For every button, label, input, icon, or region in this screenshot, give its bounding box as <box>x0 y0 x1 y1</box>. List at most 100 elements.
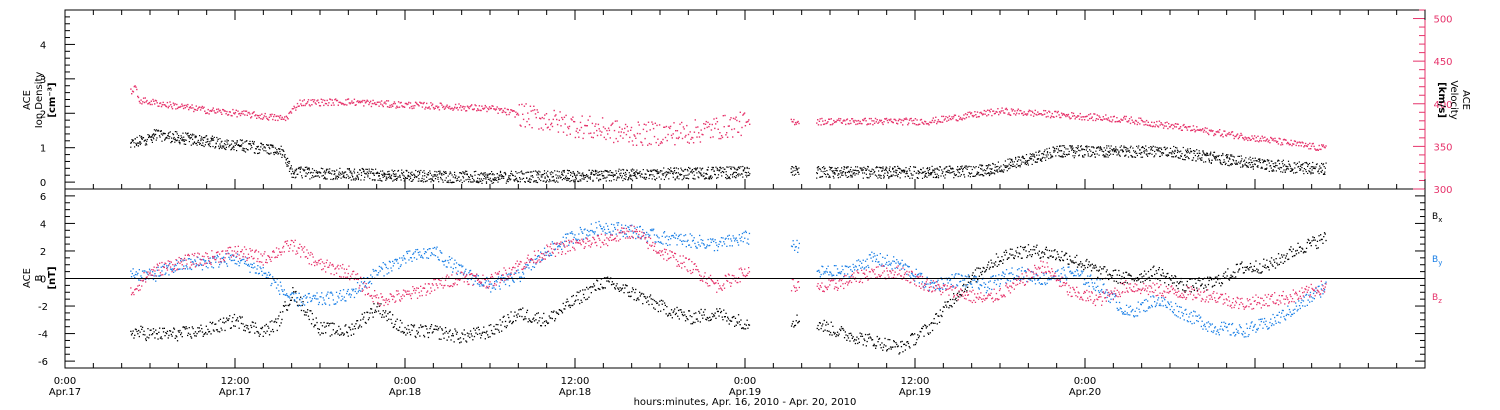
density-point <box>500 174 502 176</box>
density-point <box>190 133 192 136</box>
velocity-point <box>142 97 145 99</box>
density-point <box>1281 161 1283 163</box>
b-x-point <box>149 329 151 331</box>
b-x-point <box>840 329 842 332</box>
density-point <box>1111 150 1114 152</box>
density-point <box>267 152 270 154</box>
velocity-point <box>971 114 974 117</box>
density-point <box>924 170 926 173</box>
density-point <box>397 169 400 172</box>
density-point <box>572 171 574 173</box>
density-point <box>1210 162 1212 164</box>
b-x-point <box>173 327 175 329</box>
density-point <box>703 175 705 177</box>
b-x-point <box>521 315 523 318</box>
density-point <box>468 181 470 183</box>
b-x-point <box>402 330 404 333</box>
b-x-point <box>215 323 217 325</box>
density-point <box>733 171 735 174</box>
b-x-point <box>215 329 218 331</box>
density-point <box>447 180 449 182</box>
velocity-point <box>505 114 508 116</box>
density-point <box>797 168 799 170</box>
b-x-point <box>491 332 493 334</box>
density-point <box>1044 149 1046 151</box>
density-point <box>536 174 538 176</box>
density-point <box>392 180 394 182</box>
density-point <box>889 176 891 178</box>
density-point <box>304 166 306 168</box>
velocity-point <box>925 123 928 125</box>
velocity-point <box>916 119 918 121</box>
velocity-point <box>1024 113 1026 116</box>
density-point <box>183 140 185 142</box>
density-point <box>369 172 372 174</box>
velocity-point <box>1151 121 1153 123</box>
b-x-point <box>279 311 282 313</box>
density-point <box>1324 173 1326 175</box>
velocity-point <box>296 102 299 105</box>
density-point <box>837 174 839 176</box>
density-point <box>921 171 924 173</box>
b-x-point <box>290 299 292 301</box>
b-x-point <box>441 328 443 330</box>
density-point <box>303 170 305 172</box>
density-point <box>934 168 936 170</box>
velocity-point <box>829 124 832 126</box>
velocity-point <box>564 123 566 125</box>
velocity-point <box>1197 129 1200 131</box>
b-x-point <box>343 333 345 335</box>
density-point <box>967 166 969 168</box>
density-point <box>983 175 985 177</box>
b-x-point <box>839 328 841 330</box>
density-point <box>606 170 608 172</box>
b-x-point <box>172 331 174 333</box>
density-point <box>531 171 533 173</box>
density-point <box>322 168 324 170</box>
b-x-point <box>229 315 231 317</box>
velocity-point <box>1269 142 1271 144</box>
velocity-point <box>820 124 822 126</box>
b-x-point <box>242 323 244 325</box>
velocity-point <box>165 105 168 108</box>
density-point <box>356 175 358 177</box>
density-point <box>467 178 469 180</box>
velocity-point <box>1060 112 1063 114</box>
velocity-point <box>626 125 628 128</box>
velocity-point <box>1247 139 1249 142</box>
velocity-point <box>654 122 656 124</box>
b-x-point <box>621 287 624 289</box>
density-point <box>1077 146 1079 148</box>
b-x-point <box>321 325 324 327</box>
b-x-point <box>249 331 251 333</box>
velocity-point <box>913 123 916 125</box>
velocity-point <box>856 123 859 125</box>
density-point <box>529 177 531 180</box>
density-point <box>417 174 419 176</box>
density-point <box>1112 149 1114 151</box>
velocity-point <box>933 121 935 123</box>
velocity-point <box>949 118 951 120</box>
velocity-point <box>1118 120 1121 122</box>
density-point <box>521 172 523 174</box>
b-x-point <box>549 317 551 319</box>
b-x-point <box>230 327 232 329</box>
density-point <box>716 167 718 169</box>
velocity-point <box>989 111 991 113</box>
density-point <box>644 173 646 175</box>
density-point <box>1099 149 1101 151</box>
density-point <box>293 173 295 175</box>
density-point <box>1055 148 1057 150</box>
density-point <box>573 172 575 174</box>
velocity-point <box>503 111 505 113</box>
b-x-point <box>841 328 843 330</box>
density-point <box>828 166 831 168</box>
density-point <box>482 179 484 182</box>
density-point <box>418 170 420 172</box>
density-point <box>1137 147 1139 149</box>
density-point <box>294 171 296 173</box>
velocity-point <box>303 99 305 101</box>
velocity-point <box>160 105 163 108</box>
velocity-point <box>148 102 150 105</box>
b-x-point <box>974 269 977 271</box>
